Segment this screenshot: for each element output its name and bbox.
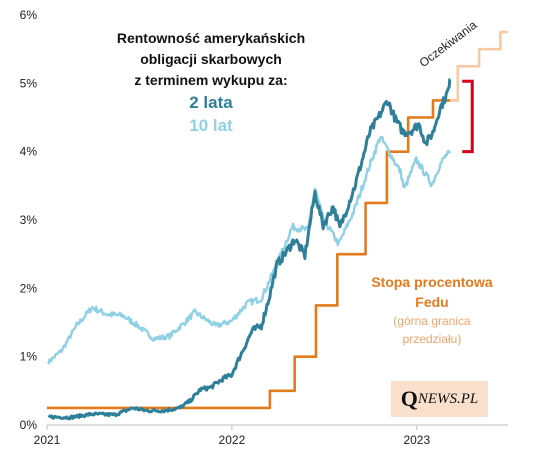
y-tick-label: 1% xyxy=(20,350,38,364)
chart-title: Rentowność amerykańskich obligacji skarb… xyxy=(92,28,330,137)
y-tick-label: 2% xyxy=(20,281,38,295)
y-tick-label: 3% xyxy=(20,213,38,227)
fed-rate-label: Stopa procentowa Fedu (górna granica prz… xyxy=(352,272,512,348)
logo-text: NEWS.PL xyxy=(417,390,479,407)
series-expectations-line xyxy=(450,30,508,102)
series-2-year-line xyxy=(47,77,452,421)
x-tick-label: 2022 xyxy=(219,433,246,447)
fed-label-line-1: Stopa procentowa xyxy=(371,274,493,290)
title-line-2: obligacji skarbowych xyxy=(140,51,282,67)
series-10-year-line xyxy=(47,135,452,365)
fed-sub-line-2: przedziału) xyxy=(402,332,462,346)
series-fed-rate-line xyxy=(47,99,451,410)
spread-bracket xyxy=(462,79,474,154)
fed-label-line-2: Fedu xyxy=(415,294,449,310)
x-tick-label: 2021 xyxy=(34,433,61,447)
title-line-3: z terminem wykupu za: xyxy=(134,72,288,88)
y-tick-label: 5% xyxy=(20,76,38,90)
fed-sub-line-1: (górna granica xyxy=(393,314,471,328)
y-tick-label: 6% xyxy=(20,8,38,22)
y-tick-label: 0% xyxy=(20,418,38,432)
x-tick-label: 2023 xyxy=(403,433,430,447)
qnews-logo: Q NEWS.PL xyxy=(391,381,488,417)
legend-10-year: 10 lat xyxy=(189,116,233,135)
title-line-1: Rentowność amerykańskich xyxy=(116,30,306,46)
legend-2-year: 2 lata xyxy=(189,93,233,112)
y-tick-label: 4% xyxy=(20,145,38,159)
logo-q: Q xyxy=(400,386,418,411)
